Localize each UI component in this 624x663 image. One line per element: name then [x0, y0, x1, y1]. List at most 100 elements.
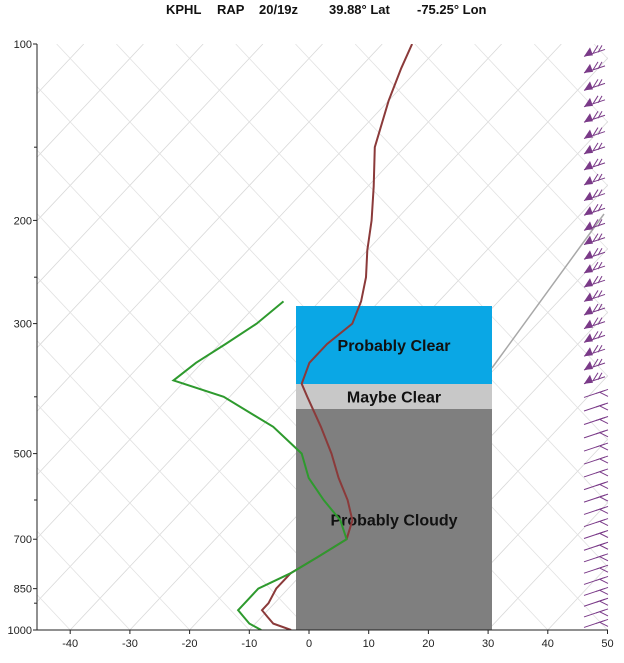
- x-tick-label: -10: [241, 638, 257, 650]
- isotherm-line: [607, 628, 608, 630]
- wind-barb: [583, 189, 606, 202]
- x-tick-label: 20: [422, 638, 434, 650]
- x-tick-label: -30: [122, 638, 138, 650]
- dry-adiabat-line: [37, 594, 71, 630]
- dry-adiabat-line: [533, 44, 608, 124]
- x-tick-label: 40: [542, 638, 554, 650]
- dewpoint-line: [171, 300, 348, 630]
- wind-barb: [583, 505, 609, 515]
- wind-barb: [583, 95, 606, 108]
- dry-adiabat-line: [474, 44, 608, 187]
- wind-barb: [583, 142, 606, 155]
- isotherm-line: [37, 44, 204, 222]
- wind-barb: [583, 219, 606, 231]
- y-tick-label: 500: [14, 449, 32, 461]
- wind-barb: [583, 233, 606, 246]
- wind-barb: [583, 416, 609, 425]
- wind-barb: [583, 127, 606, 140]
- latitude: 39.88° Lat: [329, 2, 390, 17]
- y-tick-label: 100: [14, 39, 32, 51]
- model-name: RAP: [217, 2, 245, 17]
- y-tick-label: 300: [14, 319, 32, 331]
- isotherm-line: [37, 44, 264, 285]
- x-tick-label: 50: [601, 638, 613, 650]
- wind-barb: [583, 530, 609, 539]
- wind-barb: [583, 372, 606, 385]
- overlay-box-1: [296, 384, 492, 409]
- reference-line: [491, 213, 605, 369]
- wind-barb: [583, 248, 606, 260]
- wind-barb: [583, 45, 606, 57]
- wind-barb: [583, 344, 606, 357]
- dry-adiabat-line: [37, 530, 131, 630]
- overlay-box-0: [296, 306, 492, 384]
- x-tick-label: 10: [363, 638, 375, 650]
- y-tick-label: 200: [14, 215, 32, 227]
- wind-barb: [583, 564, 609, 574]
- overlay-label: Probably Cloudy: [330, 513, 457, 530]
- wind-barb: [583, 553, 609, 563]
- dry-adiabat-line: [37, 276, 369, 630]
- wind-barb: [583, 575, 609, 585]
- y-tick-label: 850: [14, 584, 32, 596]
- dry-adiabat-line: [37, 467, 190, 630]
- wind-barb: [583, 618, 609, 628]
- wind-barb: [583, 518, 609, 528]
- station-id: KPHL: [166, 2, 202, 17]
- x-tick-label: 0: [306, 638, 312, 650]
- wind-barb: [583, 61, 606, 74]
- isotherm-line: [37, 44, 85, 95]
- wind-barb: [583, 158, 606, 171]
- isotherm-line: [37, 44, 144, 158]
- x-tick-label: -20: [182, 638, 198, 650]
- chart-title: KPHL RAP 20/19z 39.88° Lat -75.25° Lon: [0, 0, 624, 22]
- isotherm-line: [37, 44, 502, 539]
- wind-barb: [583, 493, 609, 503]
- isotherm-line: [487, 501, 608, 630]
- wind-barbs: [583, 45, 609, 628]
- wind-barb: [583, 586, 609, 596]
- wind-barb: [583, 388, 609, 398]
- overlay-label: Maybe Clear: [347, 390, 441, 407]
- wind-barb: [583, 110, 606, 123]
- dry-adiabat-line: [235, 44, 608, 441]
- overlay-label: Probably Clear: [338, 338, 451, 355]
- wind-barb: [583, 358, 606, 371]
- axes: 100 200 300 500 700 850 1000 -40 -30 -20 -10 0 10 20 3…: [8, 39, 614, 650]
- isotherm-line: [37, 44, 383, 412]
- profile-lines: [171, 44, 414, 630]
- dry-adiabat-line: [414, 44, 608, 251]
- wind-barb: [583, 303, 606, 316]
- wind-barb: [583, 402, 609, 412]
- y-tick-label: 700: [14, 534, 32, 546]
- x-tick-label: 30: [482, 638, 494, 650]
- wind-barb: [583, 442, 609, 452]
- cloud-overlay-group: Probably Clear Maybe Clear Probably Cloudy: [296, 213, 605, 630]
- wind-barb: [583, 317, 606, 330]
- temperature-line: [260, 44, 414, 630]
- wind-barb: [583, 261, 606, 274]
- y-tick-label: 1000: [8, 625, 32, 637]
- dry-adiabat-line: [295, 44, 608, 378]
- isotherm-line: [37, 44, 562, 603]
- wind-barb: [583, 331, 606, 343]
- dry-adiabat-line: [37, 340, 310, 630]
- wind-barb: [583, 290, 606, 302]
- wind-barb: [583, 468, 609, 478]
- wind-barb: [583, 455, 609, 465]
- longitude: -75.25° Lon: [417, 2, 487, 17]
- wind-barb: [583, 79, 606, 91]
- isotherm-line: [428, 438, 608, 630]
- x-tick-label: -40: [62, 638, 78, 650]
- wind-barb: [583, 541, 609, 551]
- wind-barb: [583, 173, 606, 186]
- dry-adiabat-line: [354, 44, 608, 314]
- dry-adiabat-line: [37, 403, 250, 630]
- isotherm-line: [37, 44, 443, 476]
- isotherm-line: [37, 44, 323, 349]
- run-time: 20/19z: [259, 2, 299, 17]
- isotherm-line: [547, 565, 608, 630]
- wind-barb: [583, 608, 609, 618]
- wind-barb: [583, 597, 609, 607]
